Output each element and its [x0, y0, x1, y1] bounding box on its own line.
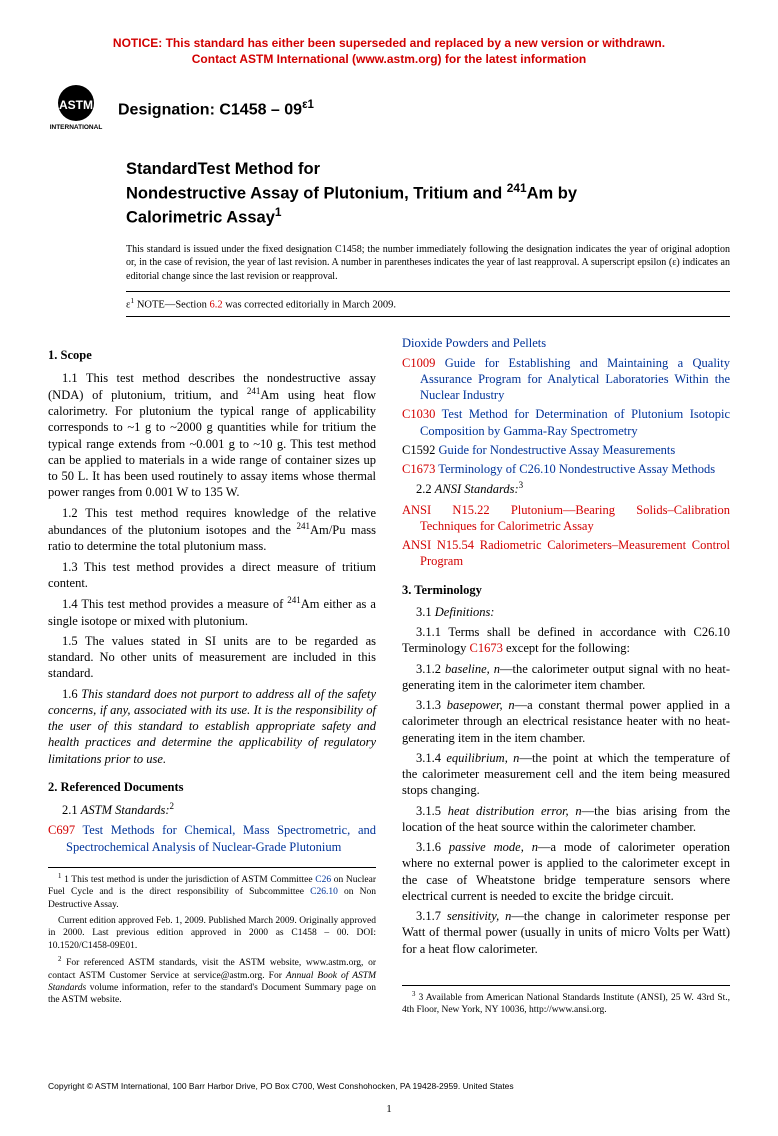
ref-c1673[interactable]: C1673 Terminology of C26.10 Nondestructi… — [420, 461, 730, 477]
title-line1: Nondestructive Assay of Plutonium, Triti… — [126, 184, 507, 202]
svg-text:ASTM: ASTM — [59, 98, 93, 112]
eps-section-ref[interactable]: 6.2 — [209, 300, 222, 311]
designation: Designation: C1458 – 09ε1 — [118, 98, 314, 121]
designation-label: Designation: C1458 – 09 — [118, 101, 302, 118]
issuance-note: This standard is issued under the fixed … — [126, 243, 730, 284]
footnote-2: 2 For referenced ASTM standards, visit t… — [48, 956, 376, 1007]
page-number: 1 — [48, 1102, 730, 1116]
title-footmark: 1 — [275, 205, 282, 219]
title-am-sup: 241 — [507, 181, 527, 195]
ref-c1673-code: C1673 — [402, 462, 435, 476]
ref-c1030-title: Test Method for Determination of Plutoni… — [420, 407, 730, 437]
ref-c1009[interactable]: C1009 Guide for Establishing and Maintai… — [420, 355, 730, 404]
page: NOTICE: This standard has either been su… — [0, 0, 778, 1136]
astm-logo: ASTM INTERNATIONAL — [48, 81, 104, 137]
ref-c1009-title: Guide for Establishing and Maintaining a… — [420, 356, 730, 403]
scope-1-2: 1.2 This test method requires knowledge … — [48, 505, 376, 555]
terminology-3-1-1: 3.1.1 Terms shall be defined in accordan… — [402, 624, 730, 657]
supersession-notice: NOTICE: This standard has either been su… — [48, 35, 730, 67]
column-right: Dioxide Powders and Pellets C1009 Guide … — [402, 335, 730, 1021]
terminology-3-1-6: 3.1.6 passive mode, n—a mode of calorime… — [402, 839, 730, 904]
scope-1-3: 1.3 This test method provides a direct m… — [48, 559, 376, 592]
footnote-1: 1 1 This test method is under the jurisd… — [48, 873, 376, 911]
refdocs-heading: 2. Referenced Documents — [48, 779, 376, 795]
terminology-3-1-2: 3.1.2 baseline, n—the calorimeter output… — [402, 661, 730, 694]
refdocs-ansi-label: 2.2 ANSI Standards:3 — [402, 480, 730, 497]
ref-c1592-title: Guide for Nondestructive Assay Measureme… — [435, 443, 675, 457]
ref-n1554-code: ANSI N15.54 — [402, 538, 474, 552]
ref-c1030[interactable]: C1030 Test Method for Determination of P… — [420, 406, 730, 439]
ref-c697-title: Test Methods for Chemical, Mass Spectrom… — [66, 823, 376, 853]
column-left: 1. Scope 1.1 This test method describes … — [48, 335, 376, 1021]
ref-c697-title-cont: Dioxide Powders and Pellets — [402, 336, 546, 350]
body-columns: 1. Scope 1.1 This test method describes … — [48, 335, 730, 1021]
ref-n1554[interactable]: ANSI N15.54 Radiometric Calorimeters–Mea… — [420, 537, 730, 570]
designation-epsilon: ε1 — [302, 99, 314, 111]
scope-1-6: 1.6 This standard does not purport to ad… — [48, 686, 376, 767]
footnote-3: 3 3 Available from American National Sta… — [402, 991, 730, 1017]
refdocs-astm-label: 2.1 ASTM Standards:2 — [48, 801, 376, 818]
scope-1-5: 1.5 The values stated in SI units are to… — [48, 633, 376, 682]
designation-row: ASTM INTERNATIONAL Designation: C1458 – … — [48, 81, 730, 137]
title-kicker: StandardTest Method for — [126, 159, 730, 180]
footnote-1b: Current edition approved Feb. 1, 2009. P… — [48, 915, 376, 952]
svg-text:INTERNATIONAL: INTERNATIONAL — [50, 124, 103, 131]
eps-label: NOTE—Section — [134, 300, 209, 311]
scope-heading: 1. Scope — [48, 347, 376, 363]
notice-line1: NOTICE: This standard has either been su… — [113, 36, 665, 50]
ref-n1522-code: ANSI N15.22 — [402, 503, 490, 517]
copyright-line: Copyright © ASTM International, 100 Barr… — [48, 1081, 730, 1092]
ref-c1030-code: C1030 — [402, 407, 435, 421]
title-am-base: Am by — [527, 184, 577, 202]
left-footnotes: 1 1 This test method is under the jurisd… — [48, 867, 376, 1007]
title-line2: Calorimetric Assay — [126, 208, 275, 226]
right-footnotes: 3 3 Available from American National Sta… — [402, 985, 730, 1017]
terminology-3-1-7: 3.1.7 sensitivity, n—the change in calor… — [402, 908, 730, 957]
terminology-3-1-3: 3.1.3 basepower, n—a constant thermal po… — [402, 697, 730, 746]
epsilon-note: ε1 NOTE—Section 6.2 was corrected editor… — [126, 291, 730, 317]
ref-c697-code: C697 — [48, 823, 75, 837]
terminology-3-1-4: 3.1.4 equilibrium, n—the point at which … — [402, 750, 730, 799]
scope-1-4: 1.4 This test method provides a measure … — [48, 595, 376, 629]
notice-line2: Contact ASTM International (www.astm.org… — [192, 52, 586, 66]
terminology-heading: 3. Terminology — [402, 582, 730, 598]
ref-c1592[interactable]: C1592 Guide for Nondestructive Assay Mea… — [420, 442, 730, 458]
ref-c1673-title: Terminology of C26.10 Nondestructive Ass… — [435, 462, 715, 476]
ref-c1009-code: C1009 — [402, 356, 435, 370]
ref-c697[interactable]: C697 Test Methods for Chemical, Mass Spe… — [66, 822, 376, 855]
ref-c1592-code: C1592 — [402, 443, 435, 457]
terminology-3-1: 3.1 Definitions: — [402, 604, 730, 620]
title-main: Nondestructive Assay of Plutonium, Triti… — [126, 181, 730, 229]
title-block: StandardTest Method for Nondestructive A… — [126, 159, 730, 228]
eps-tail: was corrected editorially in March 2009. — [223, 300, 396, 311]
terminology-3-1-5: 3.1.5 heat distribution error, n—the bia… — [402, 803, 730, 836]
ref-c697-cont[interactable]: Dioxide Powders and Pellets — [420, 335, 730, 351]
scope-1-1: 1.1 This test method describes the nonde… — [48, 370, 376, 501]
ref-n1522[interactable]: ANSI N15.22 Plutonium—Bearing Solids–Cal… — [420, 502, 730, 535]
